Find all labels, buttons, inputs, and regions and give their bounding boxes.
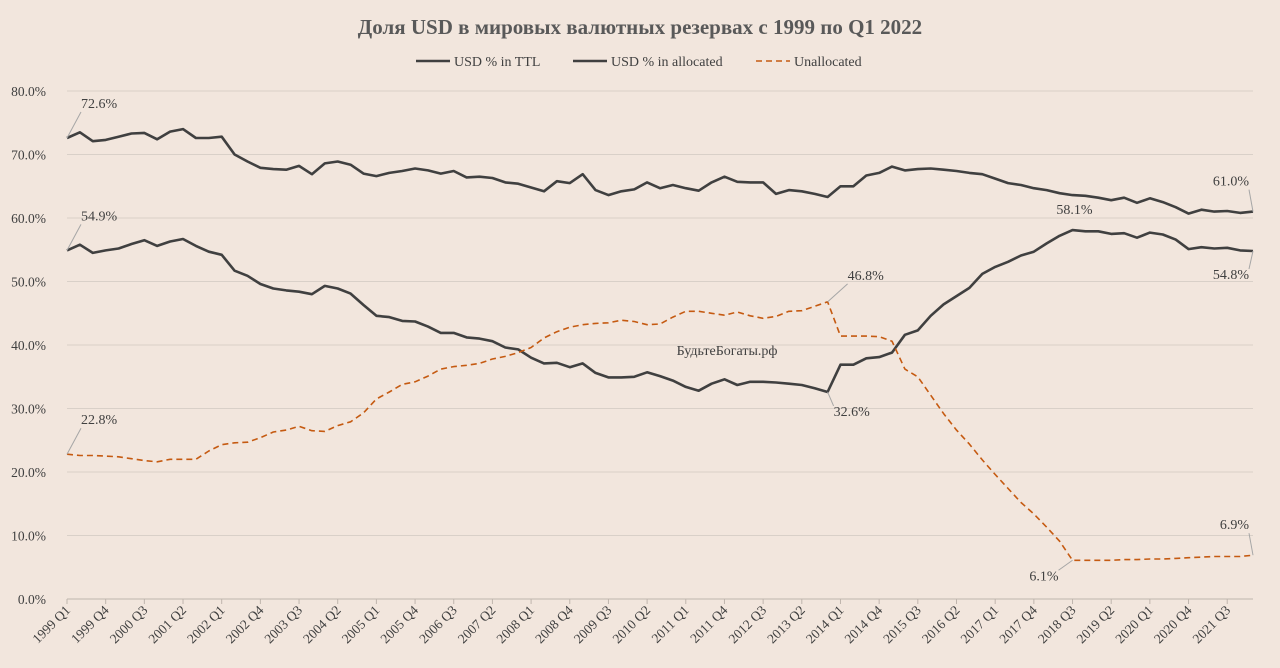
- legend-label-0: USD % in TTL: [454, 55, 540, 70]
- data-label: 22.8%: [81, 413, 118, 428]
- x-tick-label: 2017 Q4: [996, 602, 1040, 646]
- y-tick-label: 60.0%: [11, 211, 46, 226]
- x-tick-label: 2019 Q2: [1074, 603, 1118, 647]
- y-tick-label: 50.0%: [11, 275, 46, 290]
- y-axis: 0.0% 10.0% 20.0% 30.0% 40.0% 50.0% 60.0% 70.0% 8…: [11, 84, 46, 607]
- x-tick-label: 2020 Q1: [1112, 603, 1156, 647]
- x-tick-label: 2008 Q1: [493, 603, 537, 647]
- data-label-leader: [66, 427, 82, 455]
- data-label-leader: [1248, 533, 1254, 556]
- x-tick-label: 2016 Q2: [919, 603, 963, 647]
- data-label: 6.9%: [1220, 518, 1250, 533]
- x-tick-label: 2011 Q4: [687, 602, 731, 646]
- x-tick-label: 2014 Q1: [803, 603, 847, 647]
- x-tick-label: 2005 Q1: [339, 603, 383, 647]
- y-tick-label: 20.0%: [11, 465, 46, 480]
- chart-title: Доля USD в мировых валютных резервах с 1…: [358, 15, 922, 39]
- x-tick-label: 2021 Q3: [1190, 602, 1234, 646]
- x-tick-label: 2008 Q4: [532, 602, 576, 646]
- watermark: БудьтеБогаты.рф: [677, 344, 778, 359]
- x-tick-label: 2012 Q3: [725, 602, 769, 646]
- data-label: 46.8%: [848, 269, 885, 284]
- x-tick-label: 2020 Q4: [1151, 602, 1195, 646]
- data-label-leader: [66, 111, 82, 139]
- legend: USD % in TTL USD % in allocated Unallocate…: [416, 55, 862, 70]
- data-label: 54.8%: [1213, 268, 1250, 283]
- y-tick-label: 40.0%: [11, 338, 46, 353]
- x-tick-label: 2005 Q4: [377, 602, 421, 646]
- gridlines: [67, 90, 1253, 600]
- data-label: 72.6%: [81, 97, 118, 112]
- data-label: 6.1%: [1029, 569, 1059, 584]
- series-line-0: [66, 228, 1254, 394]
- y-tick-label: 70.0%: [11, 148, 46, 163]
- series-line-2: [66, 301, 1254, 562]
- data-label-leader: [66, 224, 82, 251]
- x-tick-label: 2015 Q3: [880, 602, 924, 646]
- series-lines: [66, 127, 1254, 562]
- data-label: 32.6%: [834, 405, 871, 420]
- x-tick-label: 2011 Q1: [649, 603, 692, 646]
- x-tick-label: 2010 Q2: [609, 603, 653, 647]
- data-label-leader: [827, 283, 848, 303]
- x-tick-label: 2007 Q2: [455, 603, 499, 647]
- x-tick-label: 2017 Q1: [958, 603, 1002, 647]
- data-label: 58.1%: [1056, 203, 1093, 218]
- x-tick-label: 2001 Q2: [145, 603, 189, 647]
- y-tick-label: 80.0%: [11, 84, 46, 99]
- y-tick-label: 10.0%: [11, 529, 46, 544]
- x-tick-label: 2002 Q1: [184, 603, 228, 647]
- data-label-leader: [1248, 250, 1254, 270]
- data-label: 61.0%: [1213, 175, 1250, 190]
- x-tick-label: 1999 Q4: [68, 602, 112, 646]
- data-label-leader: [1058, 559, 1073, 571]
- data-label: 54.9%: [81, 209, 118, 224]
- series-line-1: [66, 127, 1254, 215]
- y-tick-label: 30.0%: [11, 402, 46, 417]
- data-labels: 72.6% 54.9% 22.8% 46.8% 32.6% 58.1% 6.1% 61.0% 5…: [66, 97, 1254, 584]
- x-tick-label: 1999 Q1: [29, 603, 73, 647]
- legend-label-1: USD % in allocated: [611, 55, 723, 70]
- data-label-leader: [1248, 189, 1254, 212]
- x-tick-label: 2000 Q3: [107, 602, 151, 646]
- x-tick-label: 2004 Q2: [300, 603, 344, 647]
- x-tick-label: 2003 Q3: [261, 602, 305, 646]
- y-tick-label: 0.0%: [18, 592, 46, 607]
- x-tick-label: 2013 Q2: [764, 603, 808, 647]
- x-tick-label: 2009 Q3: [571, 602, 615, 646]
- x-tick-label: 2014 Q4: [842, 602, 886, 646]
- data-label-leader: [827, 391, 835, 407]
- legend-label-2: Unallocated: [794, 55, 862, 70]
- x-tick-label: 2018 Q3: [1035, 602, 1079, 646]
- x-tick-label: 2002 Q4: [223, 602, 267, 646]
- x-tick-label: 2006 Q3: [416, 602, 460, 646]
